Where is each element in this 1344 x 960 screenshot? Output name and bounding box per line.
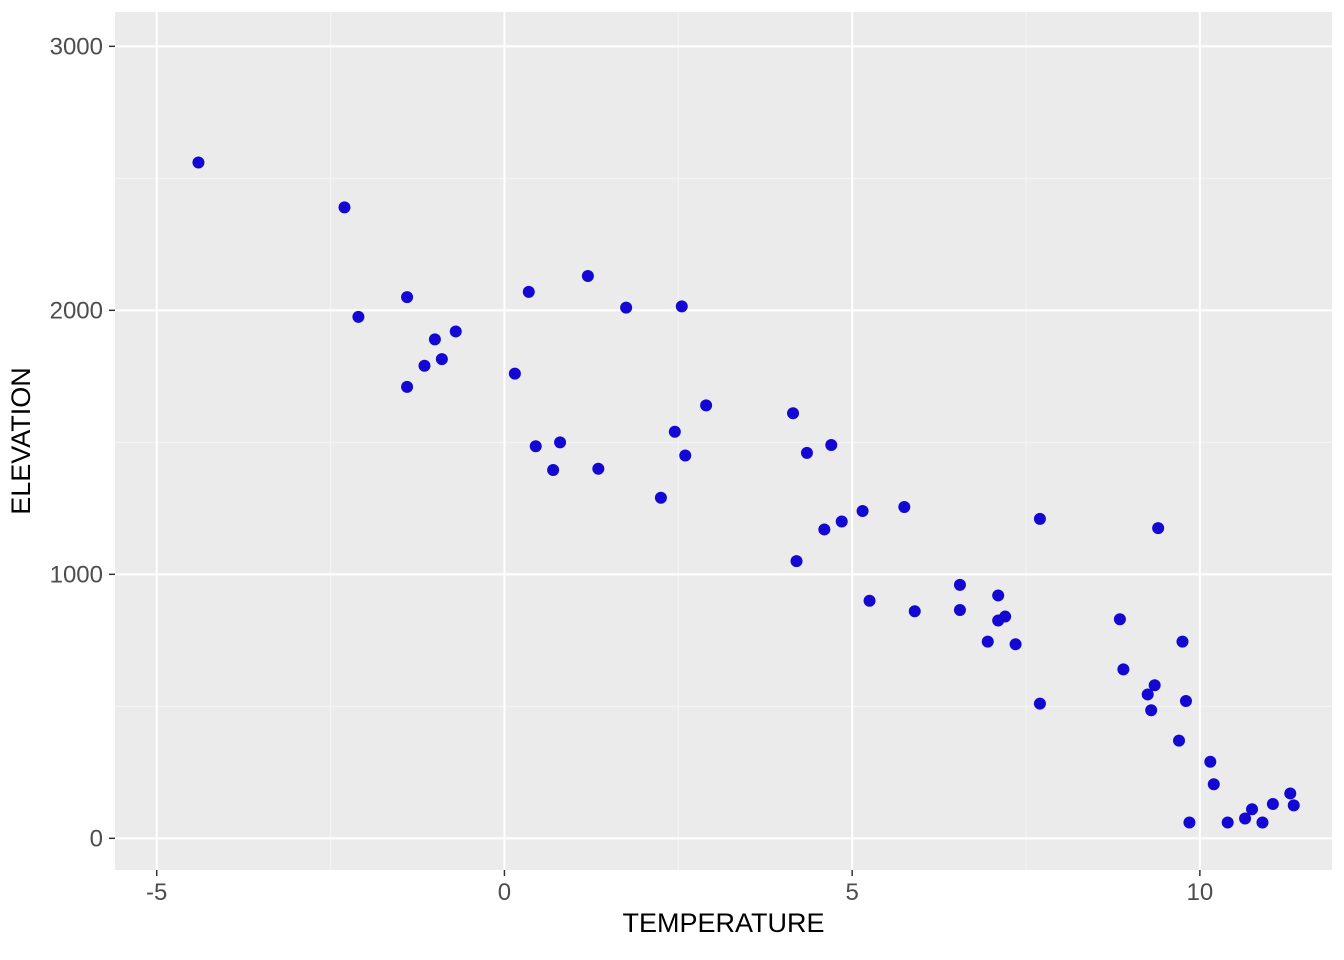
data-point [1204,756,1216,768]
x-tick-label: -5 [146,879,167,906]
data-point [429,333,441,345]
data-point [1267,798,1279,810]
data-point [1114,613,1126,625]
scatter-chart: -5 0 5 10 0 1000 2000 3000 TEMPERATURE ELEVATION [0,0,1344,960]
data-point [857,505,869,517]
y-tick-label: 1000 [50,561,103,588]
data-point [1256,816,1268,828]
data-point [864,595,876,607]
data-point [1034,698,1046,710]
data-point [982,636,994,648]
data-point [523,286,535,298]
data-point [676,300,688,312]
data-point [898,501,910,513]
data-point [669,426,681,438]
x-tick-label: 5 [845,879,858,906]
data-point [791,555,803,567]
data-point [338,201,350,213]
plot-panel [115,12,1332,870]
data-point [992,589,1004,601]
data-point [836,516,848,528]
data-point [1145,704,1157,716]
x-axis-title: TEMPERATURE [622,908,824,938]
data-point [1117,663,1129,675]
data-point [1176,636,1188,648]
y-tick-label: 0 [90,825,103,852]
x-tick-label: 0 [498,879,511,906]
data-point [1152,522,1164,534]
data-point [1246,803,1258,815]
data-point [530,440,542,452]
x-tick-label: 10 [1187,879,1214,906]
data-point [547,464,559,476]
data-point [1183,816,1195,828]
data-point [999,611,1011,623]
data-point [801,447,813,459]
data-point [509,368,521,380]
data-point [787,407,799,419]
data-point [418,360,430,372]
y-axis-title: ELEVATION [6,367,36,515]
data-point [592,463,604,475]
chart-svg: -5 0 5 10 0 1000 2000 3000 TEMPERATURE ELEVATION [0,0,1344,960]
data-point [1284,787,1296,799]
y-tick-label: 2000 [50,297,103,324]
data-point [1222,816,1234,828]
data-point [401,381,413,393]
data-point [825,439,837,451]
data-point [679,450,691,462]
data-point [450,325,462,337]
data-point [818,523,830,535]
data-point [401,291,413,303]
data-point [700,399,712,411]
data-point [655,492,667,504]
data-point [1180,695,1192,707]
data-point [352,311,364,323]
data-point [620,302,632,314]
y-tick-label: 3000 [50,33,103,60]
data-point [1288,799,1300,811]
data-point [192,156,204,168]
data-point [1208,778,1220,790]
data-point [1149,679,1161,691]
data-point [1173,735,1185,747]
data-point [554,436,566,448]
data-point [909,605,921,617]
data-point [954,579,966,591]
data-point [954,604,966,616]
data-point [436,353,448,365]
data-point [1034,513,1046,525]
data-point [582,270,594,282]
data-point [1010,638,1022,650]
